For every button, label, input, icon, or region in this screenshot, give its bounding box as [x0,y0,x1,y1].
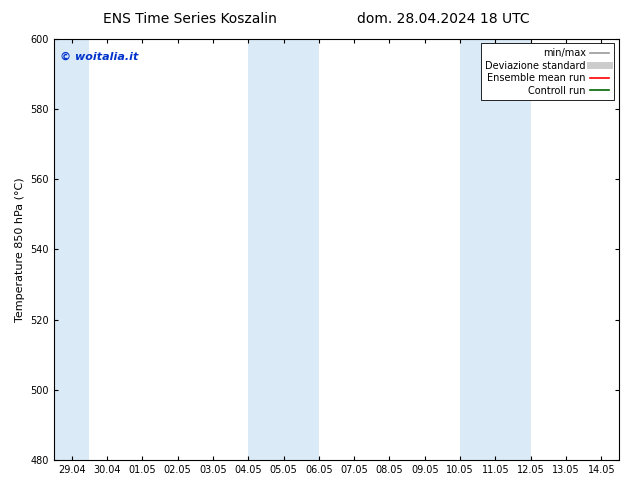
Text: dom. 28.04.2024 18 UTC: dom. 28.04.2024 18 UTC [358,12,530,26]
Legend: min/max, Deviazione standard, Ensemble mean run, Controll run: min/max, Deviazione standard, Ensemble m… [481,44,614,100]
Text: © woitalia.it: © woitalia.it [60,51,138,61]
Bar [54,39,89,460]
Bar [249,39,319,460]
Y-axis label: Temperature 850 hPa (°C): Temperature 850 hPa (°C) [15,177,25,321]
Bar [460,39,531,460]
Text: ENS Time Series Koszalin: ENS Time Series Koszalin [103,12,277,26]
